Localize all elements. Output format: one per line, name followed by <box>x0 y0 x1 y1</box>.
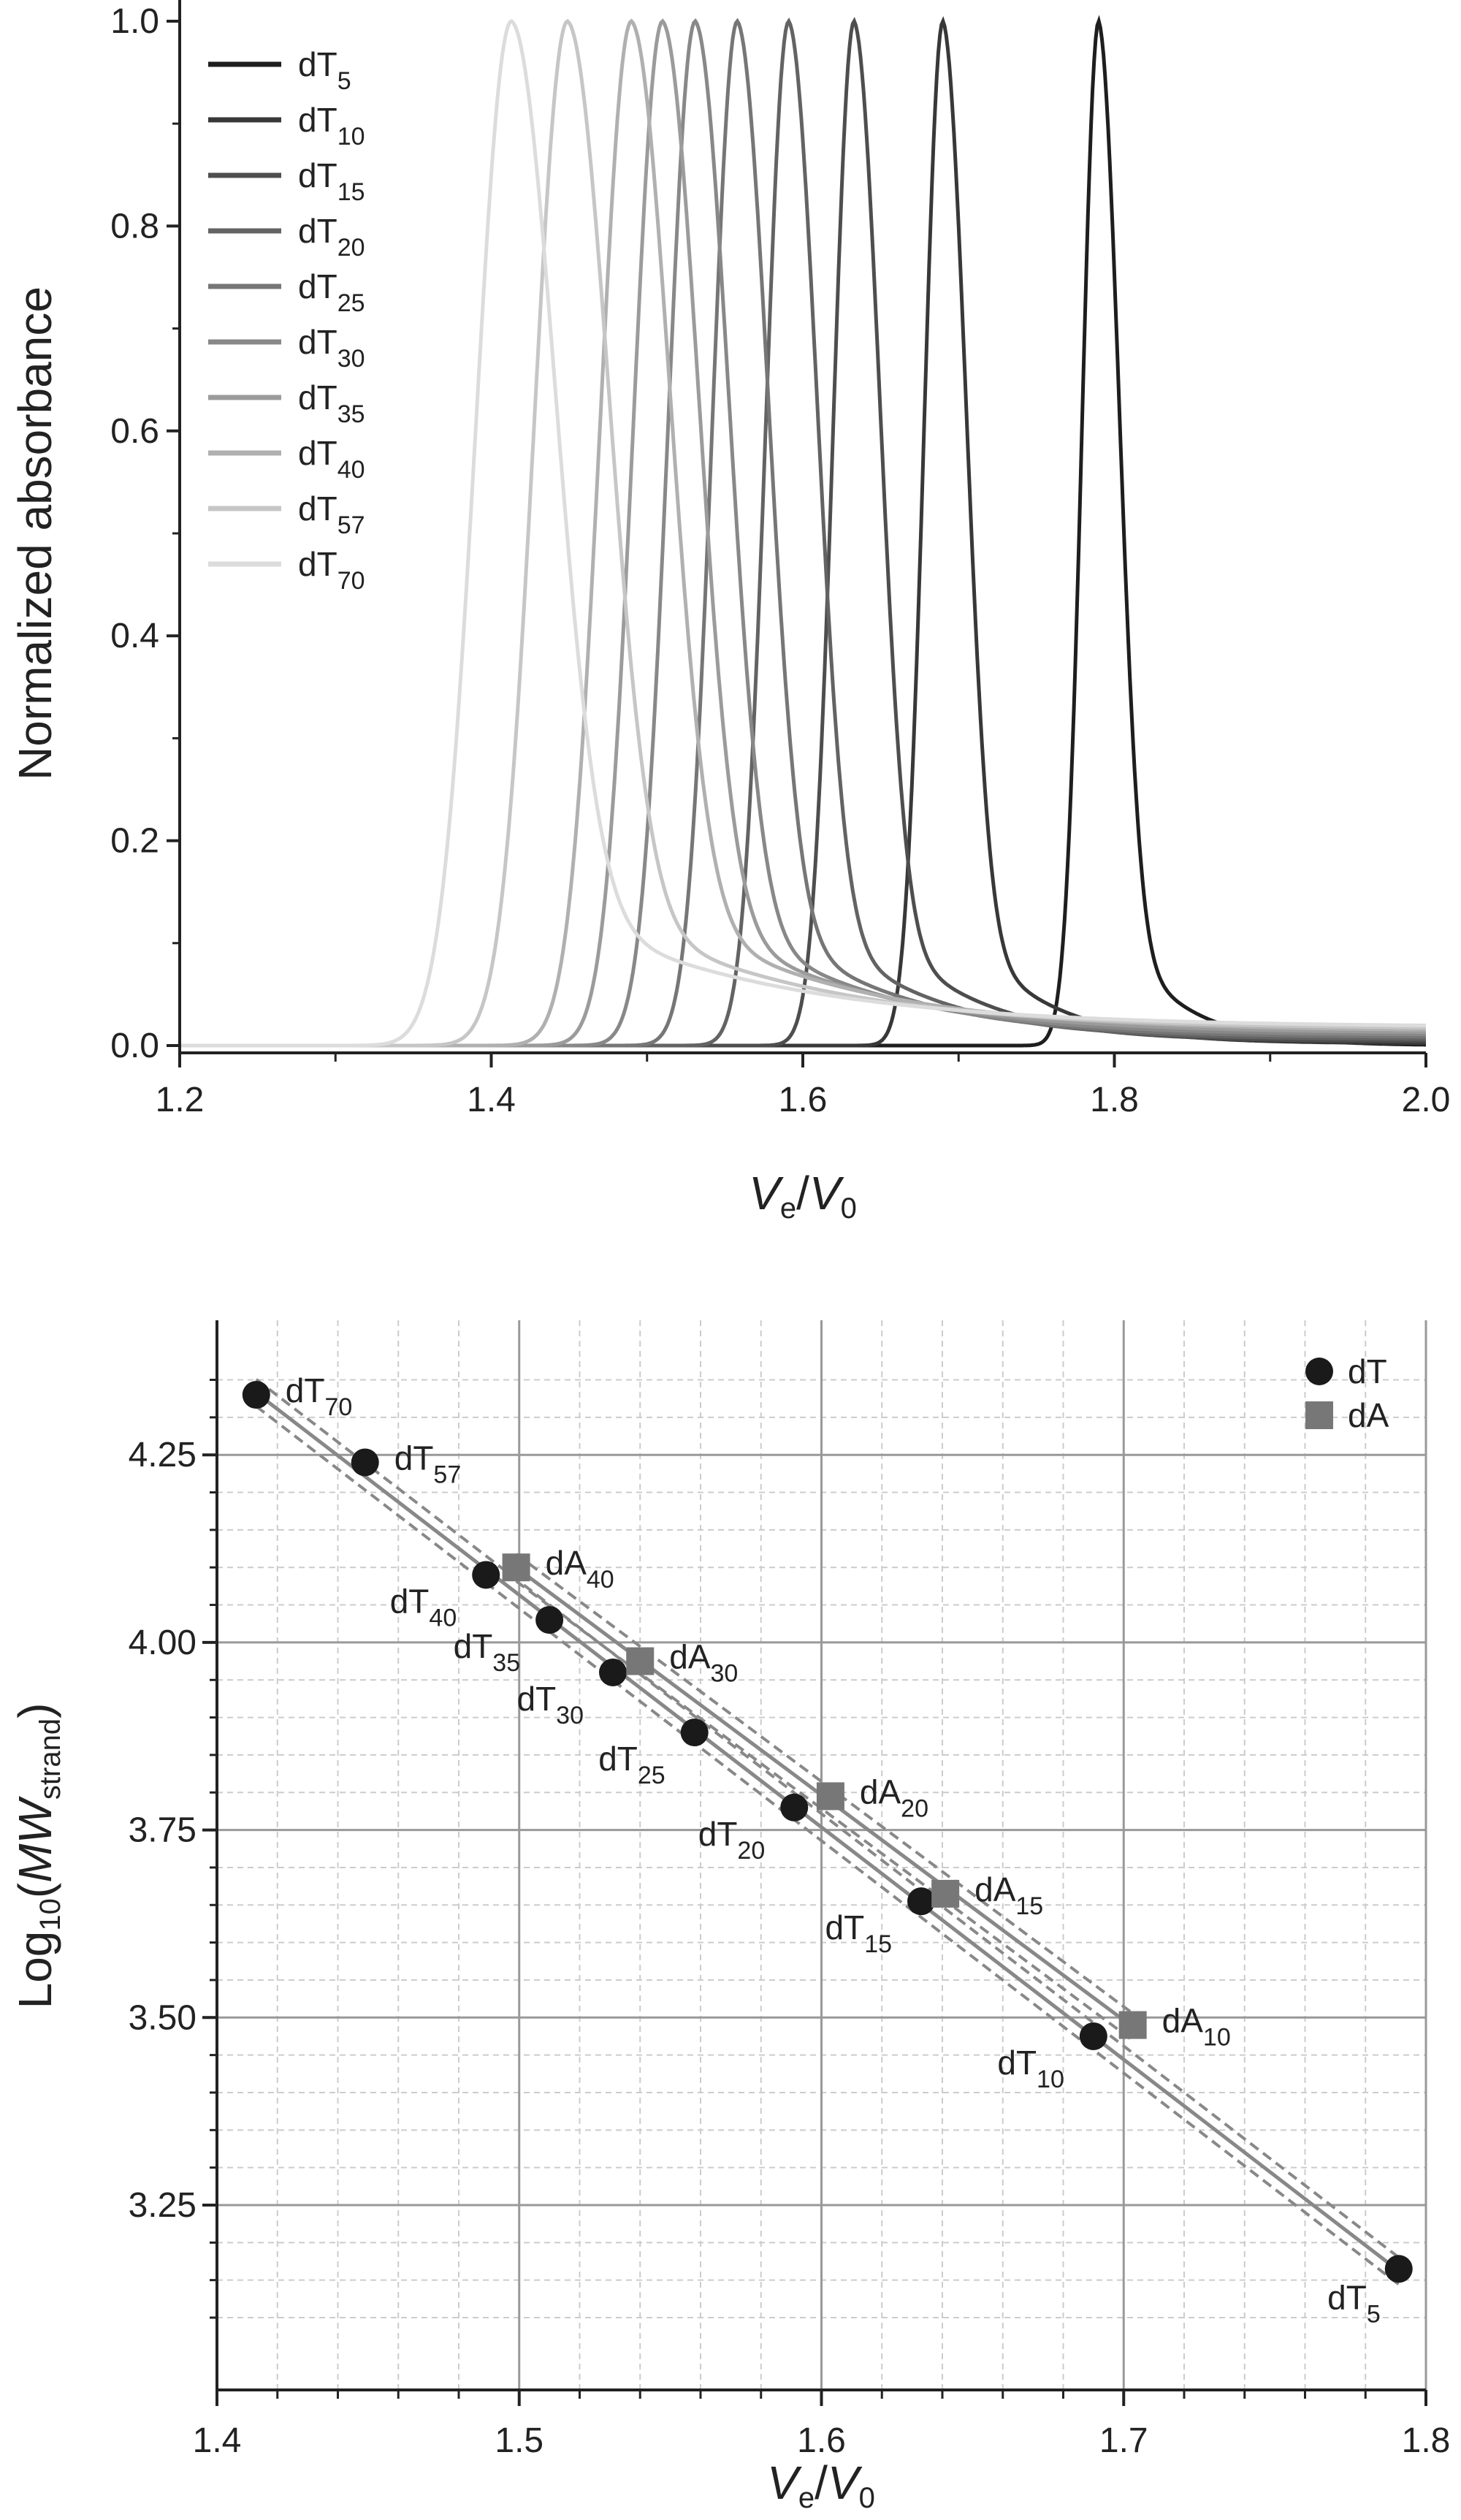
legend-label-dT20: dT20 <box>298 212 365 262</box>
x-tick-label: 1.6 <box>797 2421 846 2460</box>
data-point-dT10 <box>1079 2022 1107 2050</box>
point-label-dA30: dA30 <box>669 1638 738 1688</box>
legend-label-dT40: dT40 <box>298 434 365 484</box>
point-label-dT10: dT10 <box>997 2044 1064 2093</box>
point-label-dT40: dT40 <box>390 1582 457 1632</box>
point-label-dT30: dT30 <box>516 1680 584 1729</box>
series-line-dT20 <box>180 17 1426 1048</box>
confidence-band-dT <box>255 1405 1400 2286</box>
series-line-dT5 <box>180 15 1426 1048</box>
confidence-band-dT <box>255 1378 1400 2259</box>
series-line-dT40 <box>180 18 1426 1048</box>
x-tick-label: 1.4 <box>193 2421 242 2460</box>
data-point-dT15 <box>907 1887 936 1916</box>
legend-label-dT70: dT70 <box>298 545 365 595</box>
y-tick-label: 3.50 <box>129 1998 197 2037</box>
data-point-dA30 <box>626 1647 655 1675</box>
legend-label-dT57: dT57 <box>298 490 365 539</box>
y-tick-label: 0.4 <box>110 617 159 655</box>
elution-profile-chart: 1.2 1.4 1.6 1.8 2.0 0.0 0.2 0.4 0.6 0.8 1.0 dT5 dT10… <box>110 0 1450 1119</box>
point-label-dT70: dT70 <box>286 1371 353 1421</box>
data-point-dA40 <box>502 1553 530 1582</box>
data-point-dT20 <box>780 1793 809 1822</box>
point-label-dA15: dA15 <box>974 1870 1043 1920</box>
point-label-dA20: dA20 <box>860 1773 928 1822</box>
point-label-dT25: dT25 <box>598 1740 665 1789</box>
x-tick-label: 1.8 <box>1402 2421 1451 2460</box>
legend-label-dT10: dT10 <box>298 101 365 151</box>
y-tick-label: 0.2 <box>110 822 159 861</box>
data-point-dA20 <box>816 1782 844 1811</box>
point-label-dT15: dT15 <box>825 1908 893 1958</box>
bottom-x-axis-label: Ve/V0 <box>767 2456 875 2514</box>
point-label-dT5: dT5 <box>1327 2278 1381 2328</box>
data-point-dT70 <box>242 1381 270 1409</box>
bottom-y-axis-label: Log10(MWstrand) <box>9 1703 66 2009</box>
point-label-dT57: dT57 <box>394 1439 462 1488</box>
legend-label-dA: dA <box>1348 1396 1389 1434</box>
data-point-dA15 <box>931 1879 960 1908</box>
point-label-dT35: dT35 <box>454 1627 521 1677</box>
x-tick-label: 2.0 <box>1402 1081 1451 1119</box>
point-label-dA10: dA10 <box>1162 2002 1231 2052</box>
legend-label-dT25: dT25 <box>298 267 365 317</box>
y-tick-label: 3.75 <box>129 1811 197 1850</box>
y-tick-label: 0.0 <box>110 1027 159 1065</box>
legend-label-dT15: dT15 <box>298 156 365 206</box>
data-point-dT35 <box>535 1606 564 1634</box>
data-point-dT5 <box>1384 2255 1413 2283</box>
calibration-chart: 1.4 1.5 1.6 1.7 1.8 3.25 3.50 3.75 4.00 4.25 dT70 d… <box>129 1320 1451 2460</box>
legend-marker-dA <box>1305 1401 1333 1429</box>
data-point-dT40 <box>472 1561 500 1589</box>
y-tick-label: 0.8 <box>110 207 159 245</box>
legend-marker-dT <box>1305 1358 1333 1385</box>
y-tick-label: 4.00 <box>129 1623 197 1662</box>
fit-line-dT <box>255 1391 1400 2273</box>
y-tick-label: 4.25 <box>129 1436 197 1474</box>
confidence-band-dA <box>515 1580 1134 2042</box>
x-tick-label: 1.4 <box>467 1081 516 1119</box>
y-tick-label: 1.0 <box>110 2 159 41</box>
legend-label-dT: dT <box>1348 1352 1387 1390</box>
x-tick-label: 1.7 <box>1099 2421 1148 2460</box>
legend-label-dT30: dT30 <box>298 323 365 373</box>
point-label-dT20: dT20 <box>698 1815 766 1865</box>
series-line-dT10 <box>180 15 1426 1048</box>
data-point-dT25 <box>680 1718 709 1747</box>
series-line-dT57 <box>180 18 1426 1048</box>
legend-label-dT5: dT5 <box>298 45 351 95</box>
top-x-axis-label: Ve/V0 <box>749 1167 857 1225</box>
series-line-dT15 <box>180 17 1426 1048</box>
y-tick-label: 3.25 <box>129 2186 197 2225</box>
y-tick-label: 0.6 <box>110 412 159 451</box>
x-tick-label: 1.6 <box>779 1081 828 1119</box>
series-line-dT35 <box>180 18 1426 1048</box>
series-line-dT70 <box>180 18 1427 1048</box>
data-point-dA10 <box>1118 2011 1147 2039</box>
x-tick-label: 1.5 <box>495 2421 543 2460</box>
data-point-dT57 <box>351 1448 379 1477</box>
point-label-dA40: dA40 <box>546 1544 614 1594</box>
x-tick-label: 1.2 <box>156 1081 205 1119</box>
x-tick-label: 1.8 <box>1090 1081 1139 1119</box>
series-line-dT30 <box>180 18 1426 1048</box>
legend-label-dT35: dT35 <box>298 378 365 428</box>
series-line-dT25 <box>180 18 1426 1048</box>
data-point-dT30 <box>599 1658 627 1686</box>
top-y-axis-label: Normalized absorbance <box>9 286 61 780</box>
